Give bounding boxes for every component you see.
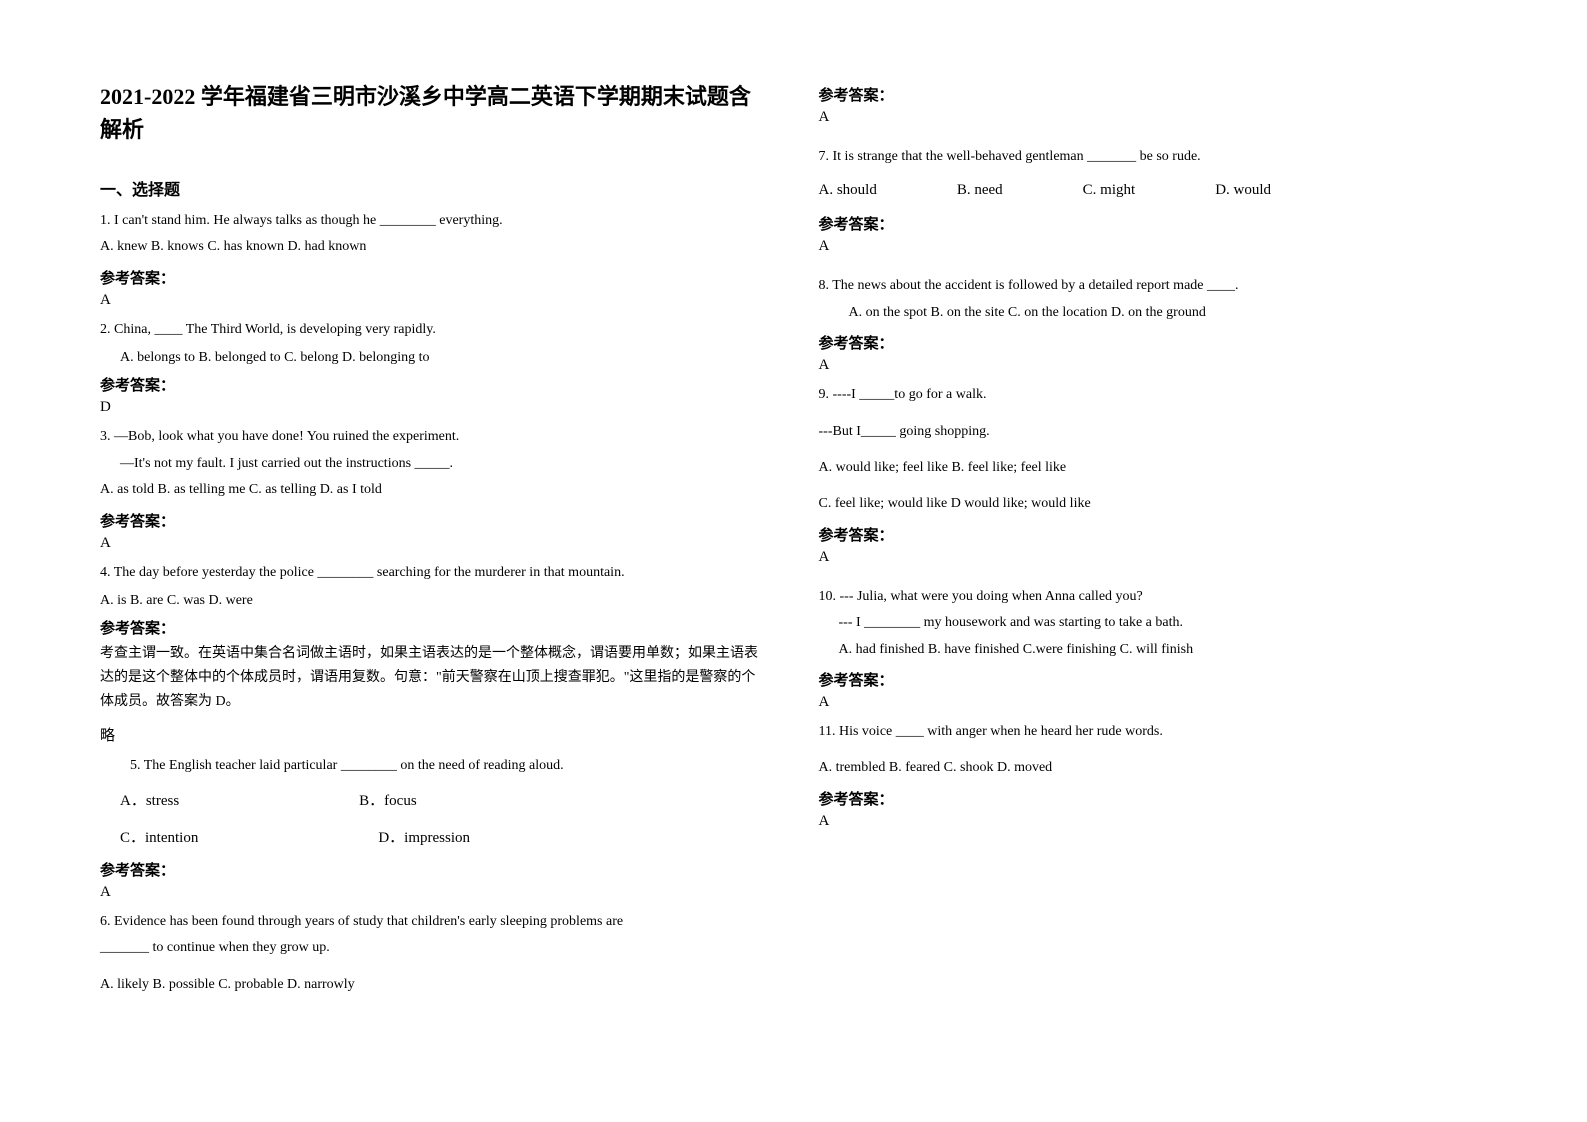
q4-options: A. is B. are C. was D. were [100,588,769,613]
q3-text2: —It's not my fault. I just carried out t… [120,453,769,475]
q4-explanation: 考查主谓一致。在英语中集合名词做主语时，如果主语表达的是一个整体概念，谓语要用单… [100,642,769,713]
q1-answer-label: 参考答案： [100,267,769,288]
q1-answer: A [100,292,769,309]
q9-text2: ---But I_____ going shopping. [819,421,1488,443]
q4-note: 略 [100,724,769,745]
q2-answer-label: 参考答案： [100,374,769,395]
q9-answer: A [819,549,1488,566]
q11-text: 11. His voice ____ with anger when he he… [819,721,1488,743]
q2-options: A. belongs to B. belonged to C. belong D… [120,345,769,370]
q4-answer-label: 参考答案： [100,617,769,638]
q8-answer-label: 参考答案： [819,332,1488,353]
section-header: 一、选择题 [100,176,769,200]
q5-answer: A [100,884,769,901]
q7-text: 7. It is strange that the well-behaved g… [819,146,1488,168]
q10-text2: --- I ________ my housework and was star… [839,612,1488,634]
q7-optB: B. need [957,182,1003,199]
q6-answer: A [819,109,1488,126]
q5-optC: C．intention [120,826,198,847]
q10-answer: A [819,694,1488,711]
q8-text: 8. The news about the accident is follow… [819,275,1488,297]
q9-text1: 9. ----I _____to go for a walk. [819,384,1488,406]
q9-answer-label: 参考答案： [819,524,1488,545]
q11-options: A. trembled B. feared C. shook D. moved [819,757,1488,779]
q5-optA: A．stress [120,789,179,810]
q8-answer: A [819,357,1488,374]
q11-answer-label: 参考答案： [819,788,1488,809]
q11-answer: A [819,813,1488,830]
q10-answer-label: 参考答案： [819,669,1488,690]
q2-answer: D [100,399,769,416]
q6-text2: _______ to continue when they grow up. [100,937,769,959]
q9-opts2: C. feel like; would like D would like; w… [819,493,1488,515]
q7-optA: A. should [819,182,877,199]
right-column: 参考答案： A 7. It is strange that the well-b… [819,80,1488,1042]
q10-text1: 10. --- Julia, what were you doing when … [819,586,1488,608]
q5-text: 5. The English teacher laid particular _… [130,755,769,777]
q6-options: A. likely B. possible C. probable D. nar… [100,974,769,996]
q8-options: A. on the spot B. on the site C. on the … [849,302,1488,324]
q1-text: 1. I can't stand him. He always talks as… [100,210,769,232]
q3-answer-label: 参考答案： [100,510,769,531]
left-column: 2021-2022 学年福建省三明市沙溪乡中学高二英语下学期期末试题含解析 一、… [100,80,769,1042]
q5-answer-label: 参考答案： [100,859,769,880]
q10-options: A. had finished B. have finished C.were … [839,639,1488,661]
q1-options: A. knew B. knows C. has known D. had kno… [100,236,769,258]
q3-answer: A [100,535,769,552]
q3-options: A. as told B. as telling me C. as tellin… [100,479,769,501]
q7-answer-label: 参考答案： [819,213,1488,234]
q7-optC: C. might [1083,182,1136,199]
q6-text1: 6. Evidence has been found through years… [100,911,769,933]
q2-text: 2. China, ____ The Third World, is devel… [100,319,769,341]
q5-optD: D．impression [378,826,470,847]
q3-text1: 3. —Bob, look what you have done! You ru… [100,426,769,448]
q4-text: 4. The day before yesterday the police _… [100,562,769,584]
q9-opts1: A. would like; feel like B. feel like; f… [819,457,1488,479]
q6-answer-label: 参考答案： [819,84,1488,105]
q7-optD: D. would [1215,182,1271,199]
document-title: 2021-2022 学年福建省三明市沙溪乡中学高二英语下学期期末试题含解析 [100,80,769,146]
q5-optB: B．focus [359,789,417,810]
q7-answer: A [819,238,1488,255]
